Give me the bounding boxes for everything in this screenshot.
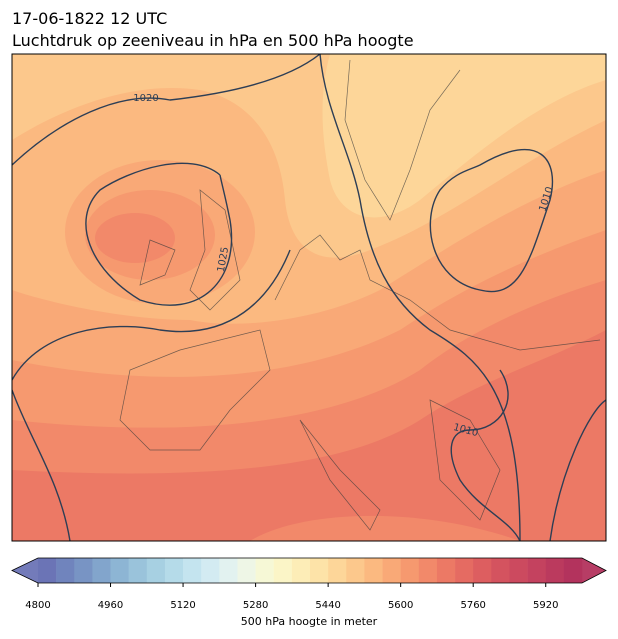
colorbar-segment xyxy=(92,558,111,583)
colorbar-segment xyxy=(545,558,565,583)
colorbar-segment xyxy=(473,558,492,583)
colorbar-segment xyxy=(38,558,57,583)
colorbar-segment xyxy=(128,558,148,583)
colorbar-segment xyxy=(255,558,275,583)
contour-label: 1020 xyxy=(133,93,158,104)
colorbar-segment xyxy=(273,558,293,583)
colorbar-extend-min xyxy=(12,558,38,583)
title: 17-06-1822 12 UTC xyxy=(12,9,167,28)
colorbar-segment xyxy=(237,558,256,583)
colorbar-segment xyxy=(164,558,184,583)
colorbar-tick-label: 5920 xyxy=(533,600,558,611)
colorbar-tick-label: 5600 xyxy=(388,600,413,611)
colorbar-segment xyxy=(328,558,347,583)
colorbar-tick-label: 5280 xyxy=(243,600,268,611)
colorbar-segment xyxy=(346,558,365,583)
colorbar-tick-label: 4800 xyxy=(25,600,50,611)
colorbar-segment xyxy=(56,558,75,583)
colorbar-extend-max xyxy=(582,558,606,583)
colorbar-segment xyxy=(527,558,547,583)
colorbar-segment xyxy=(382,558,401,583)
colorbar-segment xyxy=(291,558,311,583)
contour-label: 1025 xyxy=(216,246,231,273)
colorbar-segment xyxy=(491,558,510,583)
colorbar-tick-label: 5440 xyxy=(315,600,340,611)
colorbar-segment xyxy=(74,558,93,583)
colorbar-segment xyxy=(110,558,129,583)
colorbar-segment xyxy=(183,558,202,583)
colorbar-segment xyxy=(400,558,420,583)
colorbar-segment xyxy=(509,558,528,583)
colorbar-segment xyxy=(219,558,238,583)
colorbar-tick-label: 5760 xyxy=(460,600,485,611)
colorbar-segment xyxy=(146,558,166,583)
subtitle: Luchtdruk op zeeniveau in hPa en 500 hPa… xyxy=(12,31,414,50)
colorbar-segment xyxy=(563,558,583,583)
colorbar-segment xyxy=(364,558,383,583)
colorbar-segment xyxy=(418,558,438,583)
colorbar-segment xyxy=(436,558,456,583)
map-frame xyxy=(11,53,607,542)
colorbar-segment xyxy=(455,558,474,583)
map xyxy=(12,54,606,541)
colorbar-label: 500 hPa hoogte in meter xyxy=(241,615,378,628)
colorbar: 4800 4960 5120 5280 5440 5600 5760 5920 xyxy=(11,557,607,611)
colorbar-tick-label: 5120 xyxy=(170,600,195,611)
colorbar-segment xyxy=(201,558,220,583)
colorbar-tick-label: 4960 xyxy=(98,600,123,611)
colorbar-segment xyxy=(310,558,329,583)
